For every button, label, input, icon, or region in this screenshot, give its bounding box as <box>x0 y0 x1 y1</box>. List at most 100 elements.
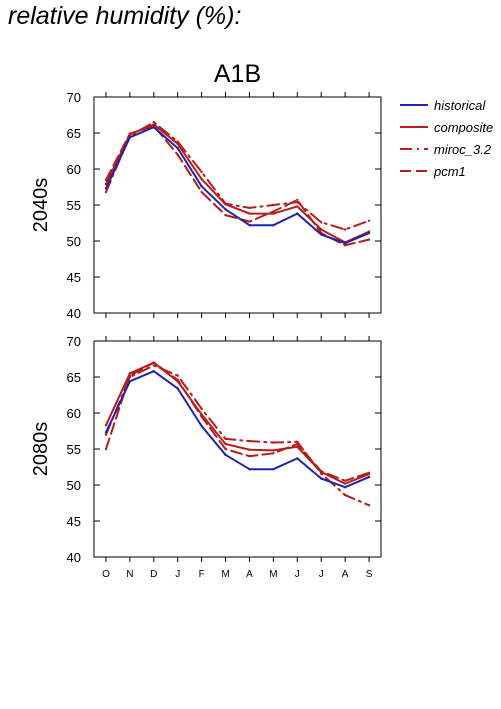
data-point-composite <box>152 361 155 364</box>
data-point-miroc-3-2 <box>320 221 323 224</box>
data-point-historical <box>343 486 347 489</box>
data-point-composite <box>343 482 347 485</box>
data-point-miroc-3-2 <box>343 493 347 497</box>
data-point-composite <box>200 413 203 416</box>
data-point-historical <box>104 431 108 434</box>
data-point-historical <box>224 208 227 211</box>
data-point-composite <box>296 205 299 208</box>
data-point-composite <box>320 228 323 231</box>
y-tick-label: 40 <box>67 306 81 321</box>
series-line-historical <box>105 126 370 245</box>
y-tick-label: 70 <box>67 334 81 349</box>
series-line-composite <box>105 361 370 485</box>
row-label: 2080s <box>30 422 52 477</box>
data-point-composite <box>272 212 275 215</box>
data-point-historical <box>152 126 155 129</box>
y-tick-label: 55 <box>67 442 81 457</box>
data-point-composite <box>104 424 108 427</box>
data-point-historical <box>367 231 371 235</box>
data-point-pcm1 <box>343 479 347 482</box>
data-point-miroc-3-2 <box>296 200 299 204</box>
data-point-composite <box>320 470 323 474</box>
data-point-historical <box>272 224 275 227</box>
y-tick-label: 60 <box>67 162 81 177</box>
data-point-miroc-3-2 <box>296 440 299 443</box>
x-tick-label: F <box>199 569 205 580</box>
series-line-miroc-3-2 <box>105 121 370 231</box>
data-point-historical <box>152 370 155 373</box>
chart-panel-1: 40 45 50 55 60 65 70 A1B 2040s <box>30 60 382 321</box>
data-point-historical <box>320 233 323 236</box>
data-point-composite <box>176 142 179 145</box>
data-point-composite <box>152 123 155 126</box>
data-point-composite <box>176 380 179 383</box>
series-line-pcm1 <box>105 124 370 247</box>
x-tick-label: A <box>342 569 349 580</box>
data-point-historical <box>128 380 132 383</box>
data-point-composite <box>128 133 132 136</box>
data-point-pcm1 <box>200 190 203 194</box>
data-point-miroc-3-2 <box>248 206 251 210</box>
y-tick-label: 65 <box>67 126 81 141</box>
data-point-composite <box>367 473 371 476</box>
data-point-pcm1 <box>296 442 299 446</box>
data-point-miroc-3-2 <box>272 203 275 207</box>
y-tick-label: 55 <box>67 198 81 213</box>
data-point-miroc-3-2 <box>367 504 371 507</box>
data-point-miroc-3-2 <box>367 219 371 222</box>
data-point-composite <box>104 182 108 186</box>
legend-label-miroc-3-2: miroc_3.2 <box>434 142 492 157</box>
chart-panel-2: 40 45 50 55 60 65 70 O N D J F M A M J J A S 2080s <box>30 334 382 580</box>
x-tick-label: D <box>150 569 157 580</box>
y-tick-label: 50 <box>67 478 81 493</box>
data-point-pcm1 <box>343 244 347 247</box>
data-point-historical <box>104 187 108 190</box>
data-point-historical <box>224 453 227 456</box>
data-point-miroc-3-2 <box>152 121 155 124</box>
x-tick-label: O <box>102 569 110 580</box>
data-point-miroc-3-2 <box>176 374 179 377</box>
data-point-composite <box>296 445 299 448</box>
data-point-pcm1 <box>104 178 108 181</box>
row-label: 2040s <box>30 178 52 233</box>
data-point-composite <box>272 449 275 452</box>
data-point-historical <box>200 185 203 188</box>
data-point-miroc-3-2 <box>248 439 251 443</box>
y-tick-label: 45 <box>67 514 81 529</box>
data-point-miroc-3-2 <box>200 170 203 174</box>
data-point-historical <box>128 136 132 139</box>
x-tick-label: S <box>366 569 373 580</box>
data-point-pcm1 <box>224 213 227 217</box>
y-tick-label: 65 <box>67 370 81 385</box>
figure-title: relative humidity (%): <box>8 2 242 30</box>
y-tick-label: 60 <box>67 406 81 421</box>
data-point-composite <box>128 372 132 375</box>
x-tick-label: N <box>126 569 133 580</box>
x-tick-label: M <box>221 569 229 580</box>
data-point-miroc-3-2 <box>224 437 227 441</box>
data-point-composite <box>248 212 251 215</box>
data-point-historical <box>176 387 179 390</box>
data-point-pcm1 <box>248 455 251 458</box>
y-tick-label: 70 <box>67 90 81 105</box>
data-point-pcm1 <box>176 153 179 156</box>
legend: historical composite miroc_3.2 pcm1 <box>400 98 493 179</box>
data-point-miroc-3-2 <box>152 364 155 367</box>
data-point-miroc-3-2 <box>200 407 203 410</box>
series-line-composite <box>105 123 370 244</box>
data-point-composite <box>224 442 227 446</box>
data-point-historical <box>176 146 179 150</box>
x-tick-label: J <box>295 569 300 580</box>
data-point-miroc-3-2 <box>104 433 108 436</box>
x-tick-label: A <box>246 569 253 580</box>
data-point-pcm1 <box>104 447 108 451</box>
data-point-pcm1 <box>296 198 299 202</box>
data-point-historical <box>248 224 251 227</box>
data-point-miroc-3-2 <box>272 441 275 444</box>
x-tick-label: M <box>269 569 277 580</box>
plot-frame <box>93 340 382 558</box>
y-tick-label: 50 <box>67 234 81 249</box>
data-point-pcm1 <box>248 220 251 223</box>
data-point-historical <box>272 468 275 471</box>
